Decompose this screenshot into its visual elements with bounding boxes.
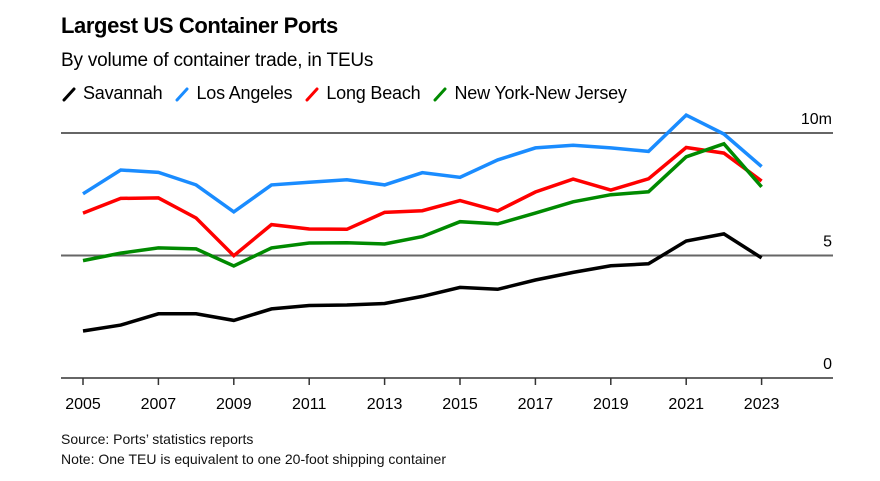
- y-tick-label: 5: [823, 234, 832, 251]
- legend-swatch-savannah-icon: [62, 87, 76, 101]
- chart-title: Largest US Container Ports: [61, 13, 338, 38]
- legend-swatch-new-york-new-jersey-icon: [433, 87, 447, 101]
- series-line-savannah: [82, 232, 763, 333]
- y-tick-label: 10m: [801, 111, 832, 128]
- legend-item-new-york-new-jersey: New York-New Jersey: [432, 83, 627, 104]
- x-tick-label: 2009: [216, 396, 252, 413]
- series-line-los-angeles: [82, 112, 763, 215]
- x-tick-label: 2007: [141, 396, 177, 413]
- x-tick-label: 2013: [367, 396, 403, 413]
- y-tick-label: 0: [823, 356, 832, 373]
- series-line-new-york-new-jersey: [82, 141, 763, 268]
- x-tick-label: 2021: [668, 396, 704, 413]
- x-tick-label: 2005: [65, 396, 101, 413]
- legend-item-los-angeles: Los Angeles: [174, 83, 293, 104]
- legend-item-savannah: Savannah: [61, 83, 163, 104]
- source-note: Source: Ports’ statistics reports: [61, 431, 254, 447]
- legend-swatch-los-angeles-icon: [175, 87, 189, 101]
- teu-note: Note: One TEU is equivalent to one 20-fo…: [61, 451, 446, 467]
- legend-label: Savannah: [83, 83, 163, 103]
- x-tick-label: 2015: [442, 396, 478, 413]
- legend-swatch-long-beach-icon: [305, 87, 319, 101]
- series-line-long-beach: [82, 145, 763, 259]
- series-lines: [82, 112, 763, 333]
- y-axis-labels: 0 5 10m: [801, 111, 832, 373]
- x-tick-label: 2017: [518, 396, 554, 413]
- legend-item-long-beach: Long Beach: [304, 83, 421, 104]
- x-tick-label: 2019: [593, 396, 629, 413]
- chart-subtitle: By volume of container trade, in TEUs: [61, 50, 374, 71]
- legend-label: Long Beach: [326, 83, 421, 103]
- x-tick-label: 2023: [744, 396, 780, 413]
- x-axis: 2005 2007 2009 2011 2013 2015 2017 2019 2021 2023: [61, 377, 833, 413]
- legend: Savannah Los Angeles Long Beach New York…: [61, 83, 639, 104]
- x-tick-label: 2011: [292, 396, 327, 413]
- legend-label: New York-New Jersey: [454, 83, 627, 103]
- gridlines: [61, 132, 833, 257]
- legend-label: Los Angeles: [196, 83, 293, 103]
